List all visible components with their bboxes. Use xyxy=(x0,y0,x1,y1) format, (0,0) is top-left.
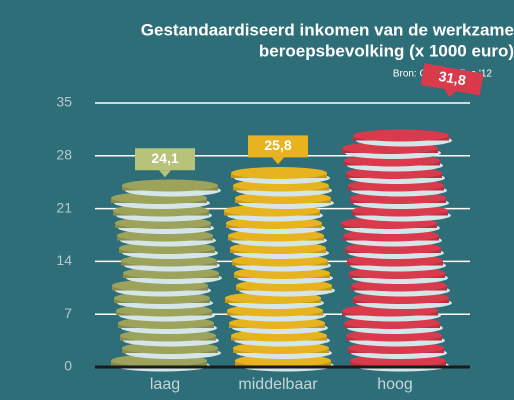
y-tick-label: 14 xyxy=(56,252,72,268)
x-tick-label: hoog xyxy=(377,376,413,393)
value-label-bg xyxy=(420,63,484,96)
y-tick-label: 21 xyxy=(56,199,72,215)
value-label: 24,1 xyxy=(151,150,178,166)
value-label-pointer xyxy=(444,89,457,98)
value-label-pointer xyxy=(159,170,171,178)
value-label-box: 24,1 xyxy=(135,148,195,178)
value-label-pointer xyxy=(272,157,284,165)
chart-title: beroepsbevolking (x 1000 euro) xyxy=(259,41,514,60)
x-tick-label: middelbaar xyxy=(238,376,318,393)
y-tick-label: 35 xyxy=(56,94,72,110)
coin-top xyxy=(353,129,449,142)
value-label: 31,8 xyxy=(438,68,468,89)
y-tick-label: 0 xyxy=(64,358,72,374)
value-label-bg xyxy=(135,148,195,171)
bar xyxy=(111,179,222,372)
y-tick-label: 7 xyxy=(64,305,72,321)
value-label: 25,8 xyxy=(264,137,291,153)
coin-top xyxy=(122,179,218,192)
value-label-box: 31,8 xyxy=(420,63,484,98)
y-tick-label: 28 xyxy=(56,147,72,163)
coin-top xyxy=(231,167,327,179)
x-tick-label: laag xyxy=(150,376,180,393)
chart-title: Gestandaardiseerd inkomen van de werkzam… xyxy=(141,20,514,39)
value-label-bg xyxy=(248,135,308,158)
bar xyxy=(341,129,452,372)
value-label-box: 25,8 xyxy=(248,135,308,165)
bar xyxy=(224,167,335,372)
